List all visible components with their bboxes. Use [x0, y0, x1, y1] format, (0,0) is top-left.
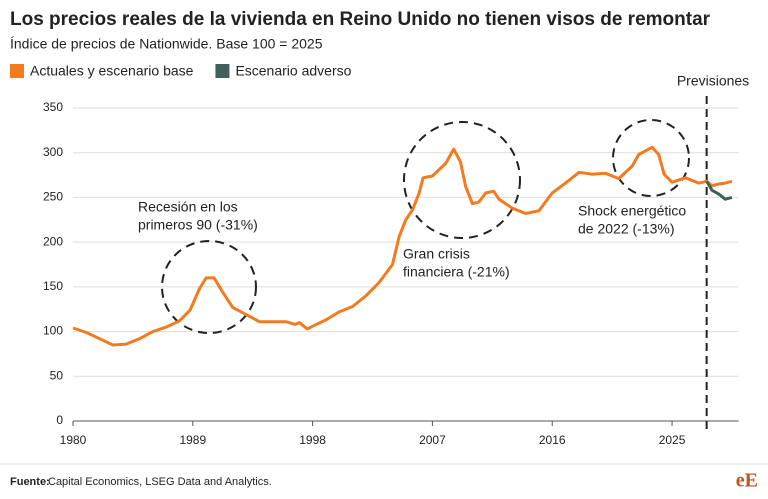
- legend-swatch: [10, 64, 24, 78]
- y-tick-label: 200: [43, 234, 63, 248]
- annotation-circles: [161, 119, 690, 334]
- annotation: Shock energético: [578, 203, 686, 219]
- annotation: primeros 90 (-31%): [138, 217, 258, 233]
- legend-label: Escenario adverso: [235, 63, 351, 79]
- y-tick-label: 300: [43, 145, 63, 159]
- chart-title: Los precios reales de la vivienda en Rei…: [10, 9, 711, 30]
- chart-subtitle: Índice de precios de Nationwide. Base 10…: [10, 36, 323, 52]
- logo: eE: [736, 470, 758, 492]
- source-label: Fuente:: [10, 476, 50, 488]
- annotation-circle: [403, 121, 521, 239]
- annotation: de 2022 (-13%): [578, 221, 675, 237]
- annotation: financiera (-21%): [403, 264, 510, 280]
- x-tick-label: 2025: [659, 433, 686, 447]
- x-tick-label: 1998: [299, 433, 326, 447]
- source: Capital Economics, LSEG Data and Analyti…: [48, 476, 272, 488]
- y-tick-label: 350: [43, 100, 63, 114]
- x-tick-label: 1980: [60, 433, 87, 447]
- y-tick-label: 0: [56, 413, 63, 427]
- annotation-circle: [612, 119, 690, 197]
- annotation: Gran crisis: [403, 246, 470, 262]
- legend-label: Actuales y escenario base: [30, 63, 194, 79]
- x-tick-label: 1989: [179, 433, 206, 447]
- y-tick-label: 50: [50, 368, 64, 382]
- annotation-circle: [161, 240, 257, 334]
- y-tick-label: 100: [43, 324, 63, 338]
- series-line: [705, 180, 733, 201]
- forecast-label: Previsiones: [677, 73, 749, 89]
- series-line: [72, 145, 733, 347]
- y-tick-label: 250: [43, 190, 63, 204]
- x-tick-label: 2007: [419, 433, 446, 447]
- y-tick-label: 150: [43, 279, 63, 293]
- legend-swatch: [215, 64, 230, 78]
- annotation: Recesión en los: [138, 199, 238, 215]
- x-tick-label: 2016: [539, 433, 566, 447]
